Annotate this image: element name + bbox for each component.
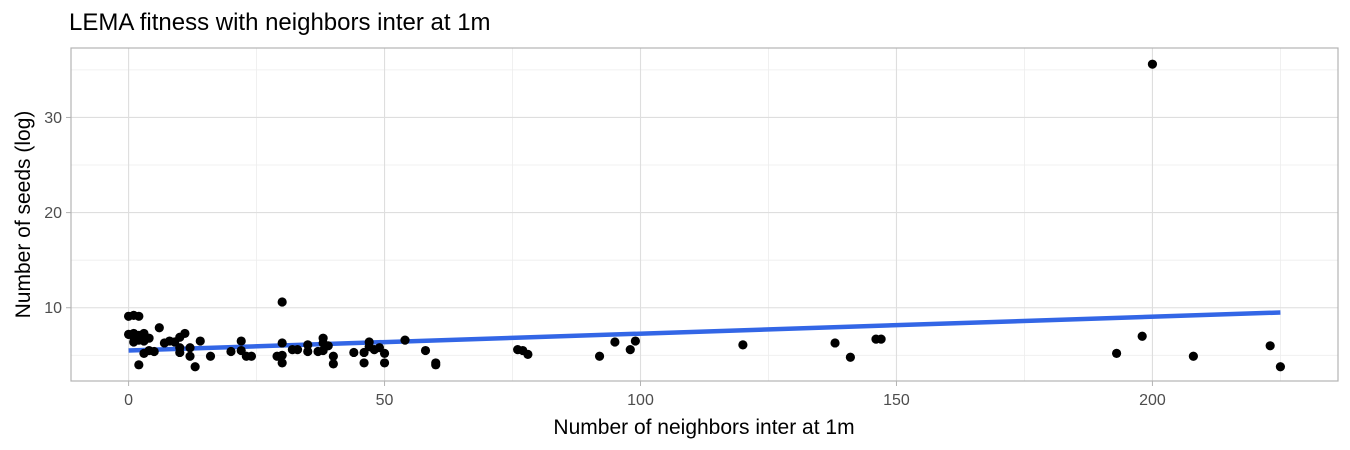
data-point <box>303 340 313 350</box>
data-point <box>292 345 303 355</box>
data-point <box>625 345 635 355</box>
data-point <box>277 297 287 307</box>
data-point <box>379 348 390 359</box>
data-point <box>594 351 605 361</box>
data-point <box>845 352 855 362</box>
data-point <box>144 333 154 343</box>
data-point <box>630 336 640 346</box>
data-point <box>1111 348 1122 359</box>
data-point <box>226 346 236 357</box>
data-point <box>154 323 164 333</box>
x-axis-tick-labels: 0 50 100 150 200 <box>124 392 1166 409</box>
y-axis-tick-labels: 10 20 30 <box>44 110 62 317</box>
y-axis-title: Number of seeds (log) <box>12 111 35 319</box>
y-tick-label: 20 <box>44 205 62 222</box>
data-point <box>830 338 840 348</box>
data-point <box>149 346 159 357</box>
data-point <box>1137 331 1147 341</box>
data-point <box>277 358 287 368</box>
data-point <box>205 351 216 361</box>
data-point <box>185 343 195 353</box>
data-point <box>190 362 200 372</box>
data-point <box>379 358 390 368</box>
data-point <box>1275 362 1286 372</box>
panel-border <box>70 47 1339 382</box>
trend-line-group <box>128 310 1281 353</box>
data-point <box>523 349 533 359</box>
data-point <box>246 351 257 361</box>
data-point <box>236 336 246 346</box>
x-tick-label: 200 <box>1139 392 1166 409</box>
data-point <box>738 340 748 350</box>
data-point <box>349 347 359 358</box>
data-point <box>359 358 369 368</box>
chart-title: LEMA fitness with neighbors inter at 1m <box>69 9 491 36</box>
data-point <box>134 311 144 321</box>
data-points <box>123 59 1286 372</box>
y-tick-label: 10 <box>44 300 62 317</box>
data-point <box>180 328 190 339</box>
x-tick-label: 50 <box>376 392 394 409</box>
data-point <box>323 341 333 351</box>
data-point <box>876 334 886 344</box>
data-point <box>185 351 195 361</box>
axis-ticks <box>66 116 1153 386</box>
data-point <box>277 338 287 348</box>
data-point <box>175 347 185 358</box>
data-point <box>400 335 410 345</box>
data-point <box>420 345 431 356</box>
trend-line <box>128 310 1281 353</box>
data-point <box>431 360 441 370</box>
x-tick-label: 0 <box>124 392 133 409</box>
data-point <box>195 336 205 346</box>
data-point <box>328 359 338 369</box>
y-tick-label: 30 <box>44 110 62 127</box>
data-point <box>277 350 287 360</box>
data-point <box>328 351 338 361</box>
data-point <box>1188 351 1198 361</box>
x-axis-title: Number of neighbors inter at 1m <box>553 416 854 439</box>
data-point <box>610 337 620 347</box>
data-point <box>134 360 144 370</box>
data-point <box>303 346 313 357</box>
plot-panel <box>66 47 1339 386</box>
x-tick-label: 150 <box>883 392 910 409</box>
data-point <box>1265 341 1275 351</box>
x-tick-label: 100 <box>627 392 654 409</box>
data-point <box>1147 59 1158 69</box>
